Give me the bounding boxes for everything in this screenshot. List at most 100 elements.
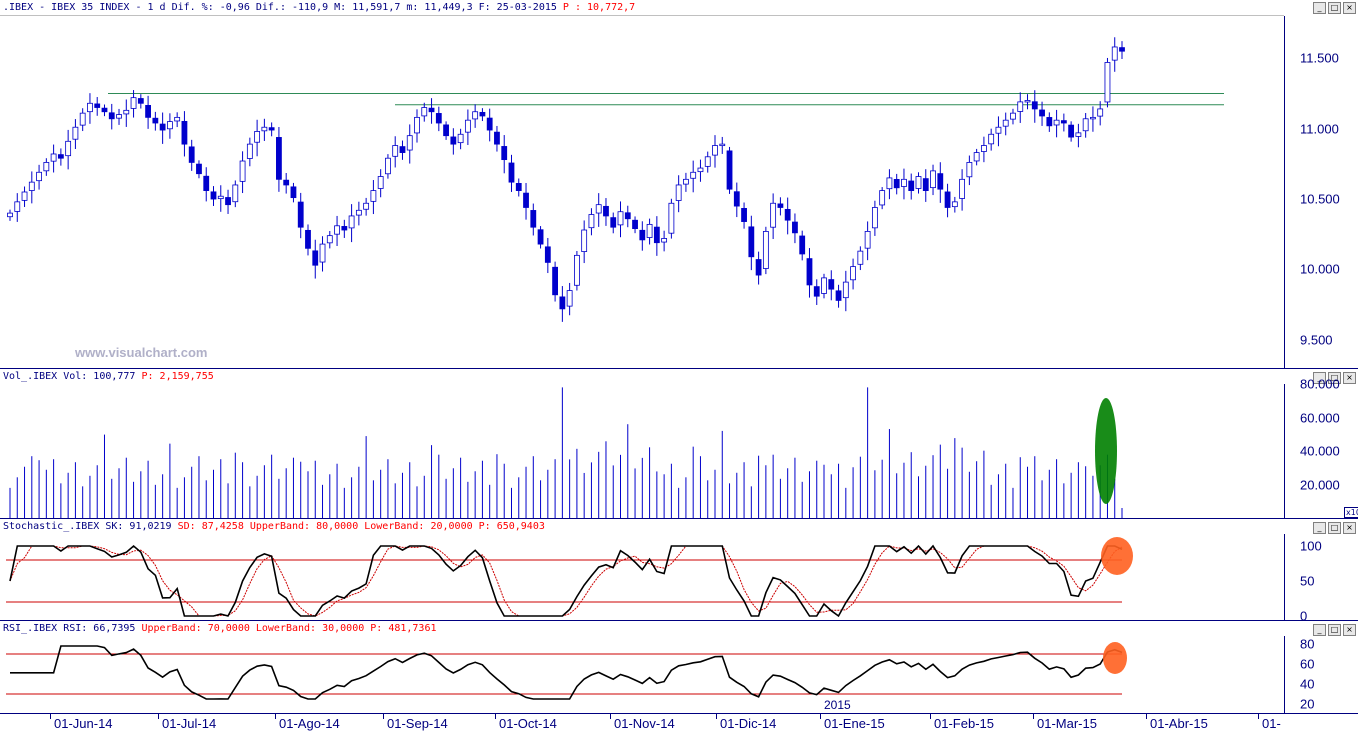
x-axis-tick	[930, 713, 931, 719]
maximize-button[interactable]: □	[1328, 624, 1341, 636]
rsi-chart[interactable]	[0, 636, 1284, 713]
price-y-tick-label: 10.000	[1300, 261, 1340, 277]
candle	[450, 136, 457, 145]
candle	[50, 153, 57, 162]
candle	[1002, 119, 1009, 127]
rsi-y-axis	[1284, 636, 1358, 713]
rsi-title-text: RSI_.IBEX RSI: 66,7395	[3, 623, 136, 634]
panel-separator	[0, 620, 1358, 621]
candle	[268, 127, 275, 131]
minimize-button[interactable]: _	[1313, 2, 1326, 14]
minimize-button[interactable]: _	[1313, 372, 1326, 384]
candle	[435, 113, 442, 124]
candle	[443, 124, 449, 137]
candle	[341, 226, 348, 231]
x-axis-label: 01-Jun-14	[54, 716, 113, 731]
candle	[43, 162, 50, 172]
close-button[interactable]: ×	[1343, 2, 1356, 14]
candle	[515, 183, 522, 191]
candle	[1046, 117, 1053, 127]
stochastic-chart[interactable]	[0, 534, 1284, 620]
candle	[617, 211, 624, 226]
candle	[603, 205, 609, 217]
rsi-panel-title: RSI_.IBEX RSI: 66,7395 UpperBand: 70,000…	[0, 622, 437, 635]
x-axis-label: 01-Ago-14	[279, 716, 340, 731]
candle	[65, 140, 72, 157]
candle	[988, 133, 995, 145]
candle	[1104, 62, 1111, 103]
candle	[1053, 119, 1060, 126]
close-button[interactable]: ×	[1343, 372, 1356, 384]
x-axis-tick	[716, 713, 717, 719]
candle	[879, 190, 886, 206]
x-axis-label: 01-Dic-14	[720, 716, 777, 731]
close-button[interactable]: ×	[1343, 624, 1356, 636]
candle	[457, 133, 464, 144]
year-marker: 2015	[824, 698, 851, 712]
x-axis-label: 01-	[1262, 716, 1281, 731]
candle	[777, 203, 784, 208]
candle	[123, 109, 130, 115]
candle	[908, 180, 915, 191]
volume-chart[interactable]	[0, 384, 1284, 518]
candle	[871, 207, 878, 229]
price-y-tick-label: 9.500	[1300, 332, 1333, 348]
candle	[385, 157, 391, 175]
volume-y-tick-label: 40.000	[1300, 443, 1340, 459]
candle	[712, 145, 718, 156]
maximize-button[interactable]: □	[1328, 372, 1341, 384]
candle	[414, 116, 420, 134]
stochastic-y-tick-label: 0	[1300, 608, 1308, 624]
candle	[624, 212, 631, 220]
candle	[217, 195, 224, 200]
candle	[653, 226, 660, 244]
candle	[951, 201, 958, 208]
candle	[523, 192, 529, 208]
panel-separator	[0, 518, 1358, 519]
candle	[28, 181, 35, 191]
candle	[915, 176, 922, 189]
x-axis-tick	[495, 713, 496, 719]
candle	[559, 296, 566, 310]
x-axis-label: 01-Jul-14	[162, 716, 217, 731]
candle	[1097, 108, 1104, 117]
candle	[646, 223, 653, 238]
x-axis-label: 01-Nov-14	[614, 716, 675, 731]
candle	[857, 250, 864, 265]
volume-window-controls: _ □ ×	[1313, 372, 1356, 384]
candle	[246, 143, 253, 159]
maximize-button[interactable]: □	[1328, 522, 1341, 534]
candle	[799, 235, 806, 255]
candle	[683, 178, 689, 185]
candle	[595, 204, 602, 214]
candle	[152, 117, 159, 124]
candle	[494, 131, 500, 145]
stochastic-highlight-marker	[1101, 537, 1133, 575]
watermark: www.visualchart.com	[75, 345, 208, 360]
candle	[464, 119, 471, 133]
maximize-button[interactable]: □	[1328, 2, 1341, 14]
close-button[interactable]: ×	[1343, 522, 1356, 534]
candle	[283, 179, 290, 186]
volume-y-tick-label: 20.000	[1300, 477, 1340, 492]
candle	[428, 107, 435, 113]
volume-y-tick-label: 60.000	[1300, 410, 1340, 425]
candle	[581, 229, 588, 252]
price-y-tick-label: 11.500	[1300, 50, 1339, 66]
candle	[7, 212, 13, 218]
candle	[348, 215, 355, 229]
x-axis-label: 01-Oct-14	[499, 716, 557, 731]
candle	[479, 111, 486, 117]
candle	[225, 197, 231, 206]
minimize-button[interactable]: _	[1313, 522, 1326, 534]
minimize-button[interactable]: _	[1313, 624, 1326, 636]
candle	[239, 160, 246, 182]
price-chart[interactable]	[0, 16, 1284, 368]
candle	[552, 266, 558, 296]
candle	[1068, 124, 1075, 138]
candle	[355, 209, 362, 216]
stochastic-y-tick-label: 50	[1300, 573, 1315, 589]
volume-multiplier: x10	[1344, 507, 1358, 518]
rsi-params: UpperBand: 70,0000 LowerBand: 30,0000 P:…	[141, 623, 437, 634]
candle	[675, 184, 682, 201]
